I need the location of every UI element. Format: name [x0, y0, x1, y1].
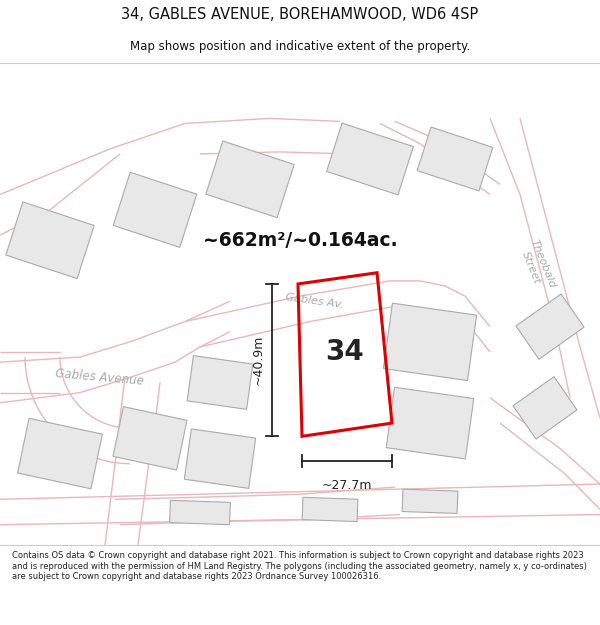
Polygon shape: [113, 173, 197, 248]
Polygon shape: [206, 141, 294, 218]
Text: 34: 34: [326, 338, 364, 366]
Polygon shape: [113, 407, 187, 470]
Polygon shape: [326, 123, 413, 195]
Text: ~27.7m: ~27.7m: [322, 479, 372, 492]
Polygon shape: [17, 418, 103, 489]
Polygon shape: [417, 127, 493, 191]
Text: 34, GABLES AVENUE, BOREHAMWOOD, WD6 4SP: 34, GABLES AVENUE, BOREHAMWOOD, WD6 4SP: [121, 8, 479, 22]
Text: ~40.9m: ~40.9m: [251, 335, 265, 386]
Polygon shape: [184, 429, 256, 488]
Polygon shape: [170, 500, 230, 525]
Polygon shape: [516, 294, 584, 359]
Text: Gables Av.: Gables Av.: [285, 292, 344, 310]
Text: Gables Avenue: Gables Avenue: [55, 367, 145, 388]
Polygon shape: [187, 356, 253, 409]
Text: ~662m²/~0.164ac.: ~662m²/~0.164ac.: [203, 231, 397, 250]
Text: Theobald
Street: Theobald Street: [517, 238, 557, 294]
Polygon shape: [402, 489, 458, 514]
Polygon shape: [386, 388, 474, 459]
Polygon shape: [513, 377, 577, 439]
Polygon shape: [383, 303, 476, 381]
Polygon shape: [6, 202, 94, 279]
Text: Map shows position and indicative extent of the property.: Map shows position and indicative extent…: [130, 40, 470, 52]
Text: Contains OS data © Crown copyright and database right 2021. This information is : Contains OS data © Crown copyright and d…: [12, 551, 587, 581]
Polygon shape: [302, 498, 358, 522]
